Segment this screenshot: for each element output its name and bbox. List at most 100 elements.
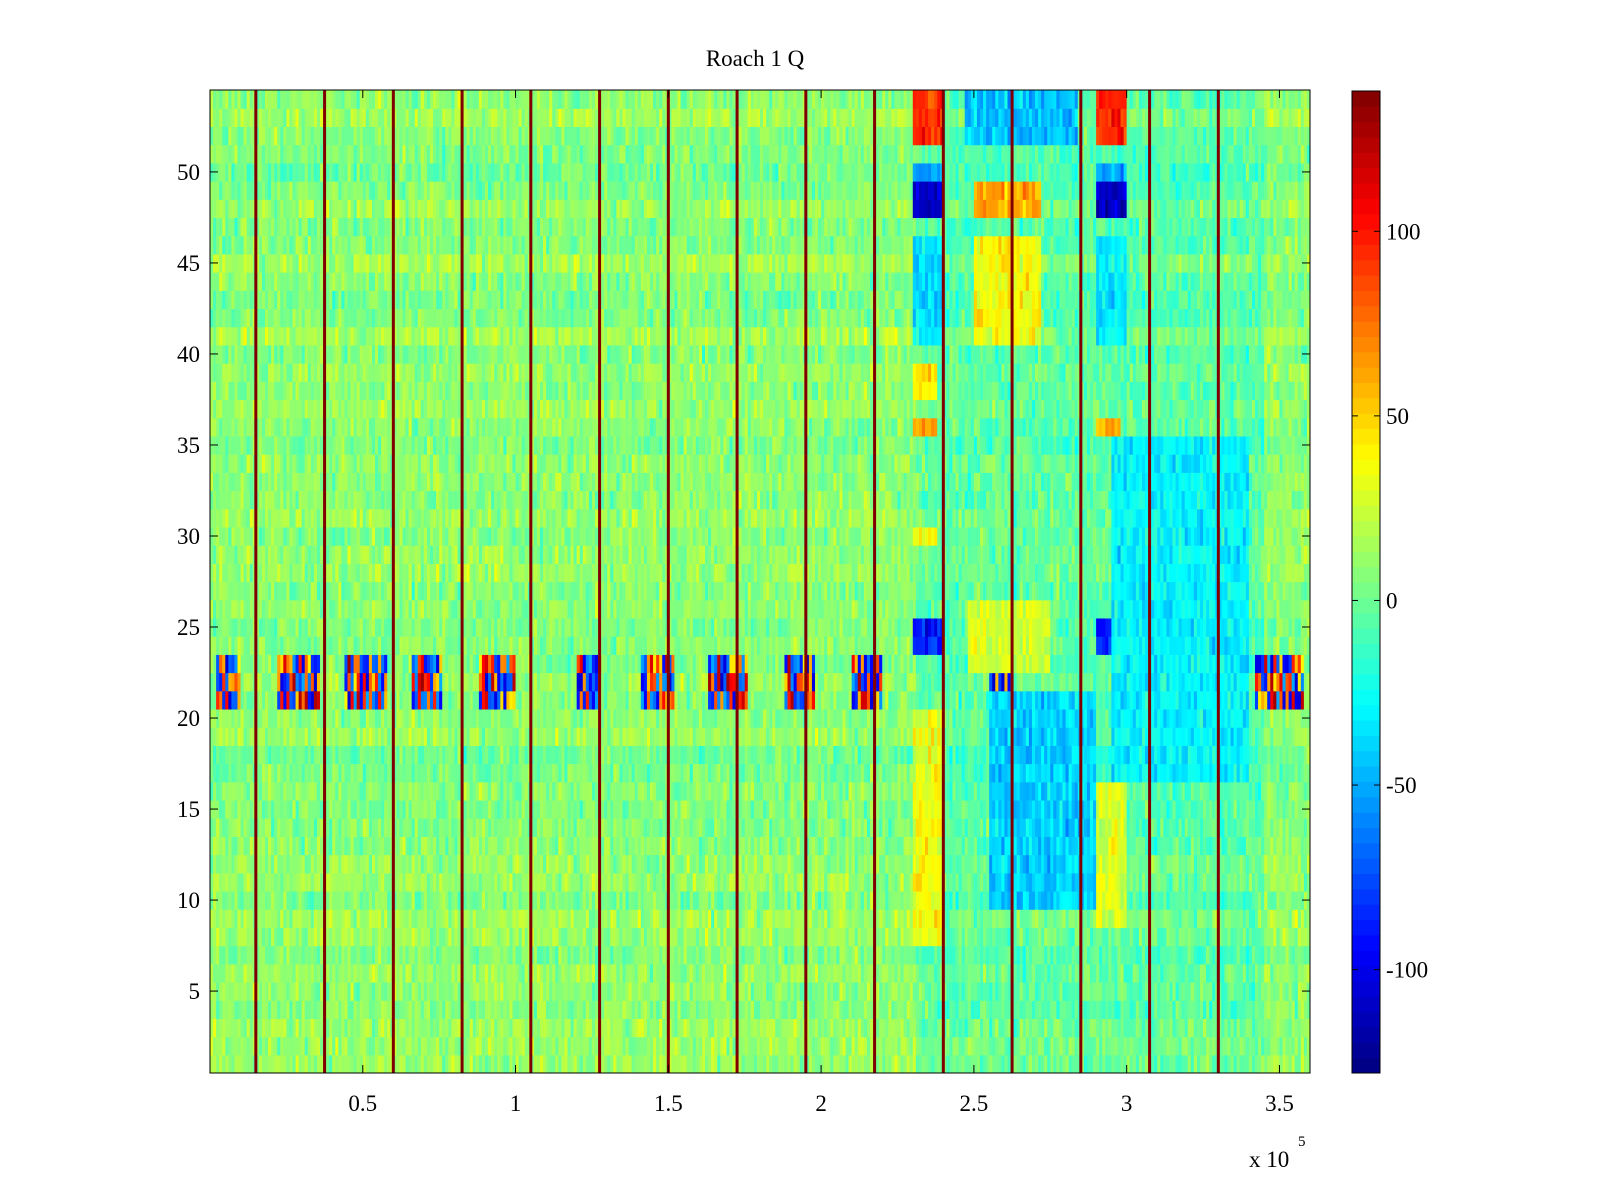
heatmap-cell	[833, 963, 837, 983]
heatmap-cell	[469, 1036, 474, 1056]
heatmap-cell	[310, 981, 315, 1001]
heatmap-cell	[964, 963, 969, 983]
heatmap-cell	[387, 963, 391, 983]
heatmap-cell	[870, 1054, 874, 1073]
heatmap-cell	[335, 1000, 339, 1019]
heatmap-cell	[610, 1036, 614, 1056]
heatmap-cell	[894, 1036, 899, 1056]
heatmap-cell	[579, 981, 584, 1001]
heatmap-cell	[931, 1054, 935, 1073]
heatmap-cell	[521, 981, 526, 1001]
heatmap-cell	[934, 1036, 938, 1056]
heatmap-cell	[854, 1018, 859, 1038]
heatmap-cell	[1270, 981, 1274, 1001]
heatmap-cell	[601, 1018, 605, 1038]
heatmap-cell	[680, 1036, 685, 1056]
heatmap-cell	[301, 1018, 306, 1038]
heatmap-cell	[1038, 1036, 1042, 1056]
heatmap-cell	[778, 1036, 782, 1056]
heatmap-cell	[989, 963, 993, 983]
heatmap-cell	[1285, 1000, 1290, 1019]
heatmap-cell	[1190, 1000, 1195, 1019]
heatmap-cell	[216, 1000, 220, 1019]
heatmap-cell	[417, 1054, 422, 1073]
heatmap-cell	[316, 963, 321, 983]
heatmap-cell	[478, 1036, 483, 1056]
heatmap-cell	[1068, 1054, 1073, 1073]
heatmap-cell	[582, 1000, 587, 1019]
heatmap-cell	[497, 963, 501, 983]
heatmap-cell	[1059, 963, 1064, 983]
heatmap-cell	[1059, 1054, 1064, 1073]
heatmap-cell	[1135, 981, 1140, 1001]
heatmap-cell	[741, 1036, 746, 1056]
heatmap-cell	[637, 981, 642, 1001]
heatmap-cell	[1050, 981, 1054, 1001]
heatmap-cell	[870, 1036, 874, 1056]
heatmap-cell	[524, 1000, 529, 1019]
heatmap-cell	[536, 981, 541, 1001]
heatmap-cell	[815, 1018, 819, 1038]
heatmap-cell	[512, 1018, 517, 1038]
heatmap-cell	[1123, 981, 1128, 1001]
heatmap-cell	[1028, 1036, 1033, 1056]
heatmap-cell	[231, 963, 236, 983]
heatmap-cell	[860, 963, 865, 983]
heatmap-cell	[423, 981, 428, 1001]
heatmap-cell	[784, 981, 789, 1001]
heatmap-cell	[628, 1054, 633, 1073]
heatmap-cell	[362, 1018, 367, 1038]
heatmap-cell	[442, 1036, 446, 1056]
heatmap-cell	[546, 1036, 550, 1056]
heatmap-cell	[494, 1036, 498, 1056]
heatmap-cell	[842, 1018, 847, 1038]
heatmap-cell	[876, 1018, 880, 1038]
heatmap-cell	[741, 1018, 746, 1038]
heatmap-cell	[833, 1036, 837, 1056]
heatmap-cell	[512, 981, 517, 1001]
heatmap-cell	[723, 1018, 727, 1038]
heatmap-cell	[399, 945, 404, 965]
heatmap-cell	[756, 1018, 761, 1038]
heatmap-cell	[1001, 1036, 1006, 1056]
heatmap-cell	[1083, 1018, 1088, 1038]
heatmap-cell	[1105, 1018, 1109, 1038]
heatmap-cell	[451, 1036, 456, 1056]
heatmap-cell	[827, 1036, 831, 1056]
heatmap-cell	[1264, 1054, 1268, 1073]
heatmap-cell	[744, 1054, 749, 1073]
heatmap-cell	[906, 1000, 911, 1019]
heatmap-cell	[210, 963, 214, 983]
heatmap-cell	[512, 1054, 517, 1073]
heatmap-cell	[411, 1054, 416, 1073]
heatmap-cell	[894, 963, 899, 983]
heatmap-cell	[1196, 963, 1201, 983]
heatmap-cell	[818, 1018, 822, 1038]
heatmap-cell	[1035, 1018, 1039, 1038]
heatmap-cell	[790, 1036, 795, 1056]
heatmap-cell	[442, 963, 446, 983]
heatmap-cell	[909, 1000, 914, 1019]
heatmap-cell	[1245, 1036, 1250, 1056]
heatmap-cell	[258, 1018, 263, 1038]
heatmap-cell	[653, 1018, 657, 1038]
heatmap-cell	[1212, 981, 1216, 1001]
heatmap-cell	[524, 963, 529, 983]
heatmap-cell	[656, 963, 660, 983]
heatmap-cell	[1288, 963, 1293, 983]
heatmap-cell	[824, 1054, 828, 1073]
heatmap-cell	[906, 1018, 911, 1038]
heatmap-cell	[689, 1036, 694, 1056]
heatmap-cell	[1041, 1018, 1045, 1038]
heatmap-cell	[866, 963, 871, 983]
heatmap-cell	[1025, 1036, 1030, 1056]
heatmap-cell	[1285, 1036, 1290, 1056]
heatmap-cell	[1248, 1018, 1253, 1038]
heatmap-cell	[1117, 1036, 1122, 1056]
heatmap-cell	[610, 1000, 614, 1019]
heatmap-cell	[900, 1036, 905, 1056]
heatmap-cell	[1264, 1036, 1268, 1056]
heatmap-cell	[283, 981, 287, 1001]
heatmap-cell	[980, 963, 984, 983]
heatmap-cell	[356, 1036, 361, 1056]
